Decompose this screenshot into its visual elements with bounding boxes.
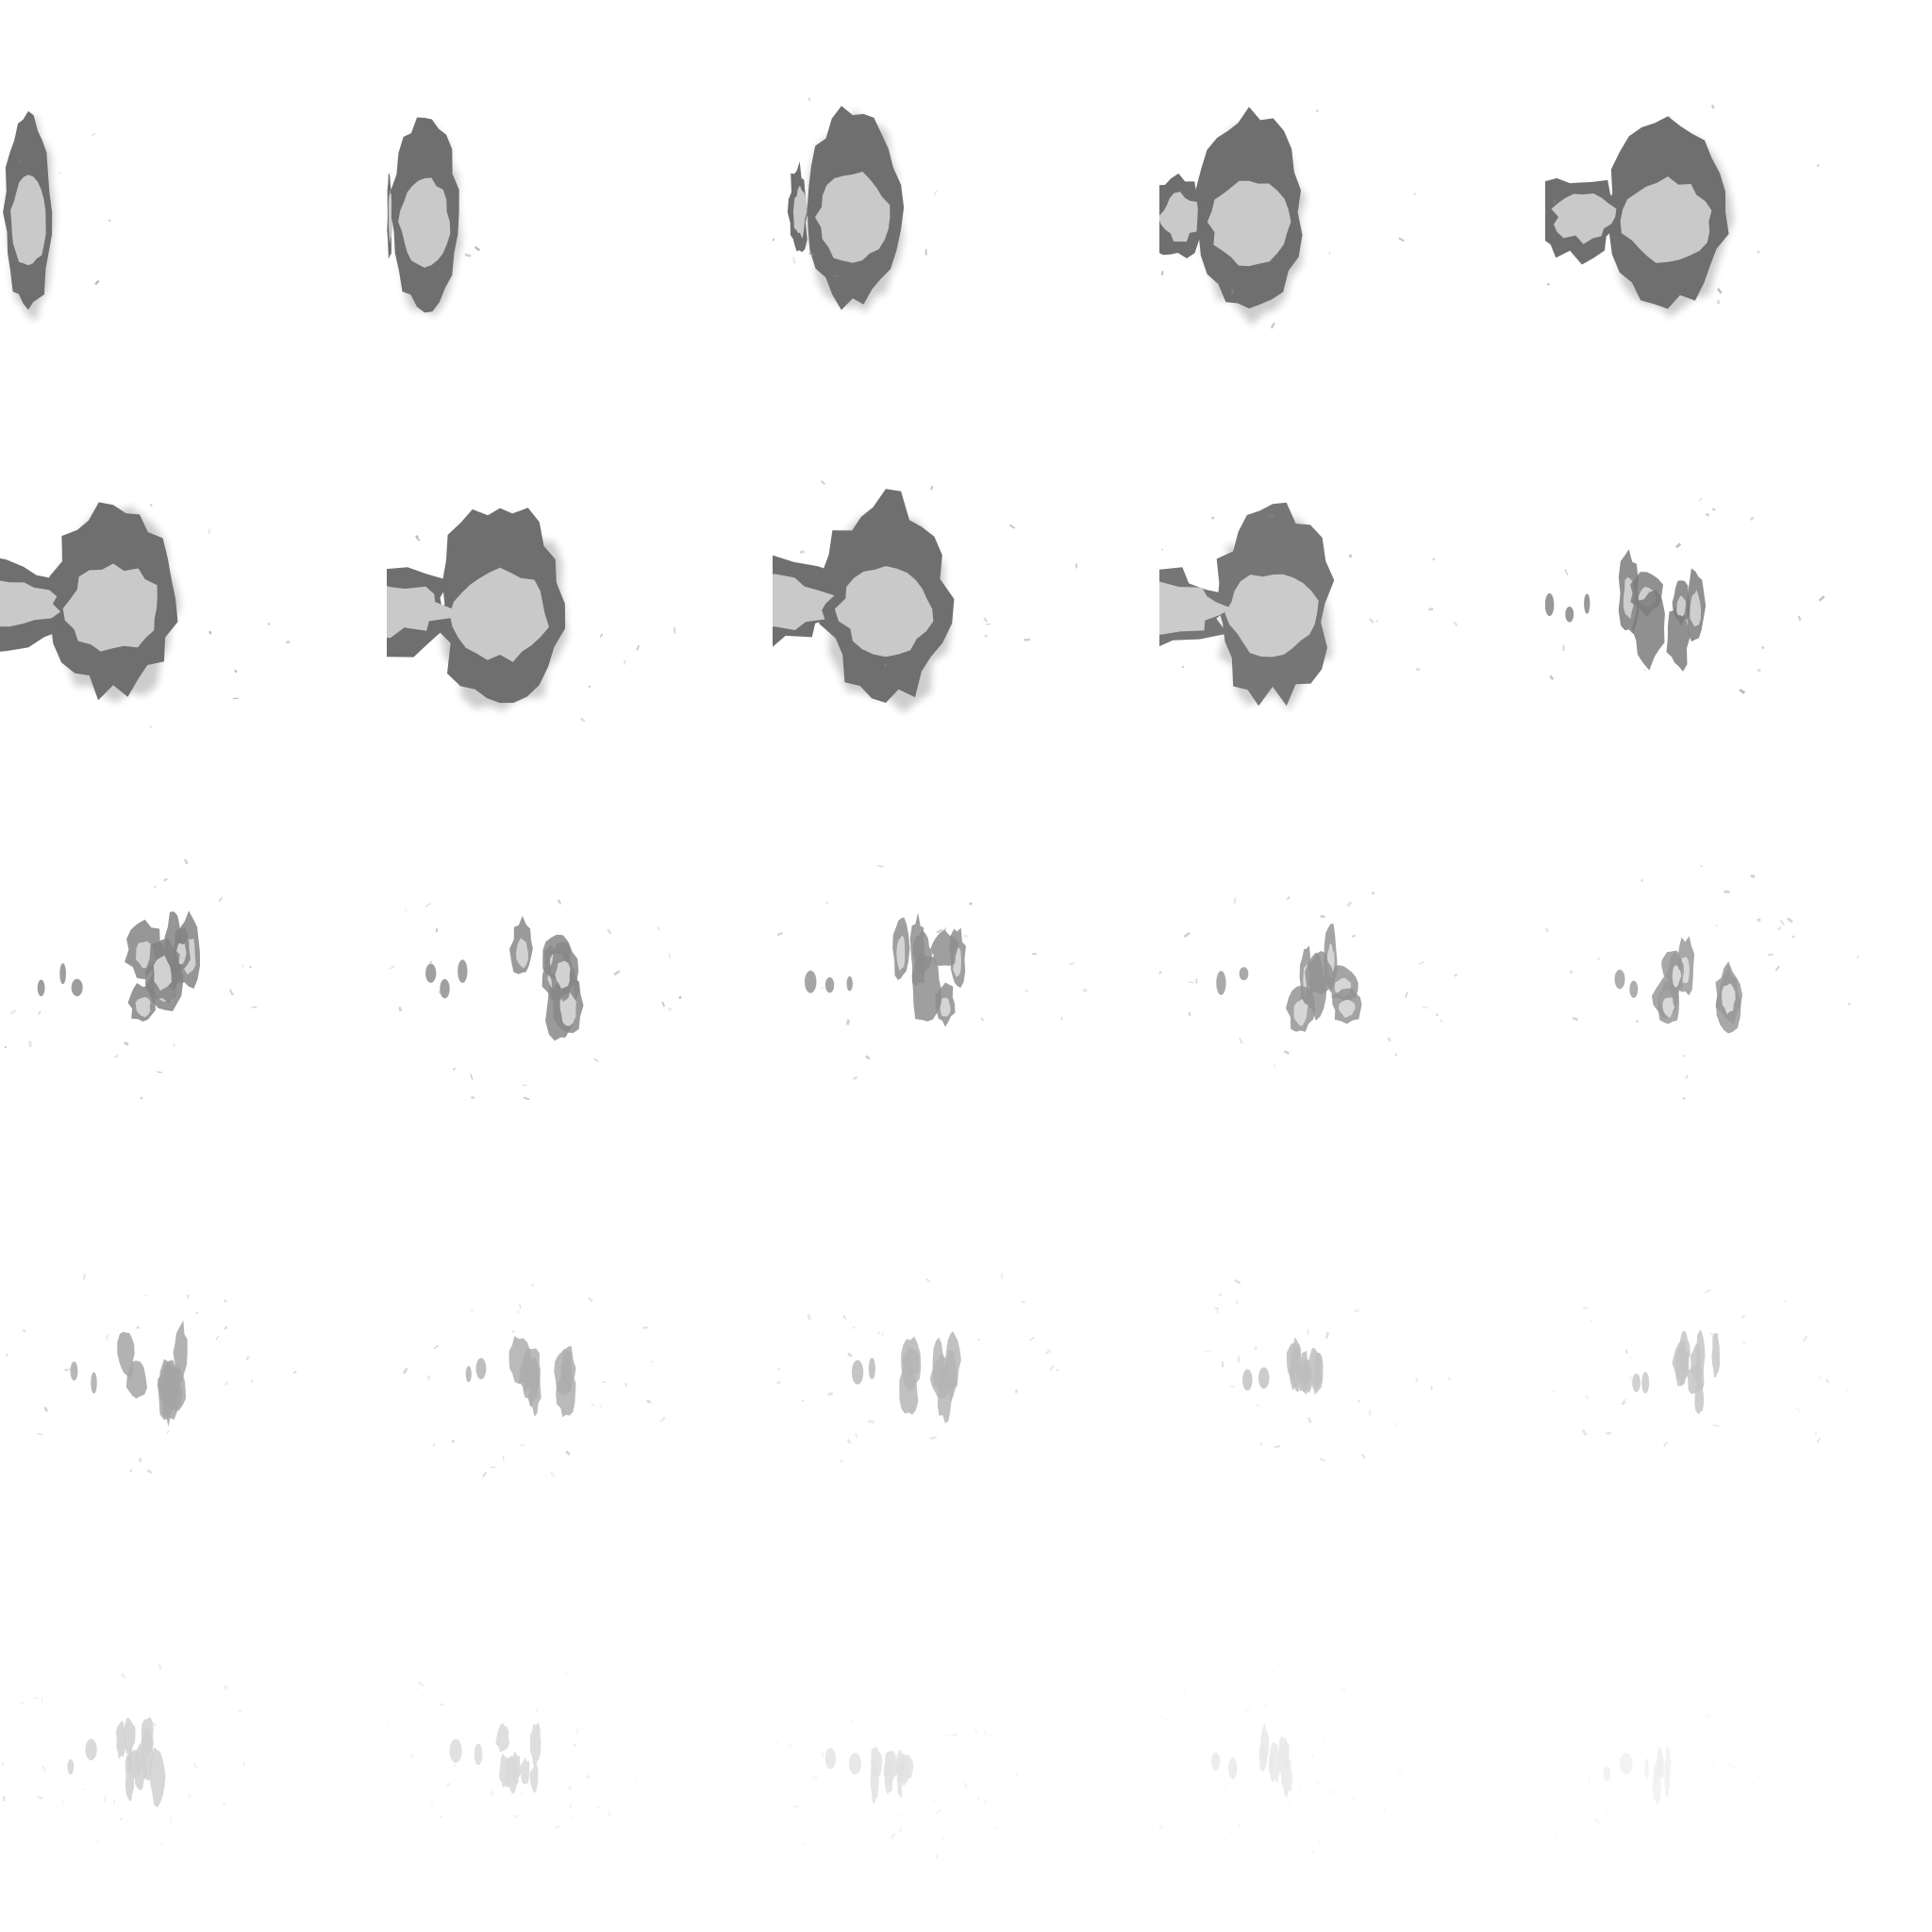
smoke-puff-3 [773, 97, 938, 311]
sprite-frame-25 [1545, 1545, 1932, 1932]
sprite-frame-22 [386, 1545, 774, 1932]
sprite-frame-7 [386, 387, 774, 774]
sprite-frame-17 [387, 1159, 774, 1546]
sprite-frame-23 [773, 1545, 1159, 1932]
sprite-frame-16 [0, 1159, 387, 1546]
sprite-frame-3 [773, 0, 1159, 387]
smoke-puff-7 [386, 507, 675, 723]
sprite-frame-14 [1158, 773, 1546, 1159]
smoke-puff-15 [1545, 864, 1859, 1101]
smoke-puff-16 [5, 1273, 297, 1474]
smoke-puff-9 [1158, 502, 1458, 709]
smoke-puff-11 [4, 858, 258, 1100]
sprite-frame-21 [0, 1545, 387, 1932]
sprite-frame-20 [1545, 1159, 1932, 1546]
smoke-puff-5 [1545, 104, 1821, 317]
sprite-frame-5 [1545, 0, 1932, 387]
sprite-frame-10 [1545, 387, 1932, 774]
sprite-frame-11 [0, 773, 387, 1159]
smoke-puff-20 [1553, 1288, 1850, 1447]
smoke-puff-12 [389, 899, 682, 1101]
sprite-frame-2 [386, 0, 774, 387]
sprite-frame-4 [1158, 0, 1546, 387]
smoke-puff-10 [1545, 497, 1825, 694]
smoke-puff-13 [776, 865, 1088, 1081]
smoke-puff-21 [1, 1664, 245, 1846]
smoke-puff-1 [3, 110, 111, 321]
smoke-puff-8 [773, 479, 1078, 712]
smoke-puff-17 [402, 1283, 666, 1478]
sprite-frame-1 [0, 0, 387, 387]
sprite-frame-15 [1545, 773, 1932, 1159]
smoke-puff-22 [386, 1672, 638, 1830]
sprite-frame-6 [0, 387, 387, 774]
smoke-puff-19 [1204, 1278, 1452, 1462]
smoke-puff-14 [1158, 891, 1457, 1068]
smoke-puff-2 [386, 117, 480, 316]
sprite-frame-24 [1158, 1545, 1546, 1932]
sprite-frame-8 [773, 387, 1159, 774]
smoke-puff-4 [1158, 107, 1417, 329]
smoke-puff-24 [1158, 1669, 1403, 1857]
sprite-frame-13 [773, 773, 1159, 1159]
sprite-frame-12 [387, 773, 774, 1159]
smoke-puff-6 [0, 501, 291, 728]
smoke-puff-23 [776, 1674, 1019, 1859]
sprite-frame-19 [1159, 1159, 1546, 1546]
smoke-puff-18 [776, 1273, 1059, 1462]
smoke-puff-25 [1554, 1694, 1756, 1867]
sprite-frame-18 [773, 1159, 1159, 1546]
sprite-frame-9 [1158, 387, 1546, 774]
